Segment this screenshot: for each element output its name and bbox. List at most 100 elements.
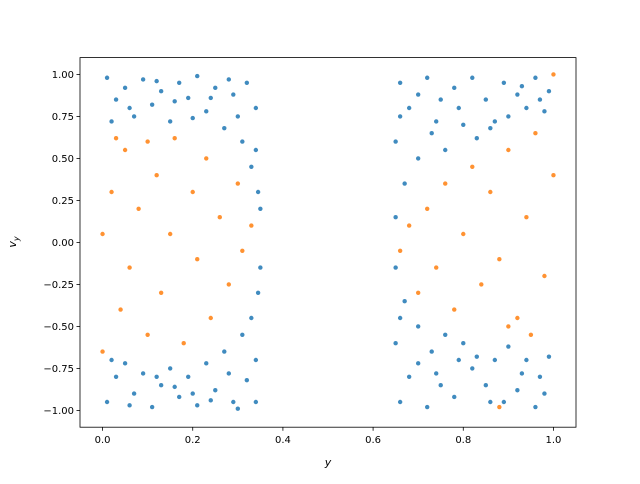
point	[240, 139, 245, 144]
point	[533, 75, 538, 80]
y-tick-label: −0.25	[43, 280, 74, 291]
point	[515, 92, 520, 97]
point	[122, 147, 128, 153]
point	[434, 371, 439, 376]
point	[492, 357, 498, 363]
point	[253, 357, 259, 363]
point	[104, 399, 110, 405]
point	[190, 391, 195, 396]
point	[415, 290, 421, 295]
point	[255, 290, 261, 295]
point	[406, 223, 412, 228]
point	[222, 349, 227, 354]
point	[397, 80, 403, 86]
point	[479, 282, 484, 287]
point	[113, 97, 119, 102]
point	[109, 119, 114, 124]
point	[195, 403, 200, 408]
point	[258, 265, 263, 270]
point	[195, 257, 200, 262]
point	[235, 181, 241, 186]
point	[519, 83, 525, 89]
point	[118, 307, 123, 312]
point	[438, 383, 443, 388]
point	[195, 73, 200, 79]
point	[167, 231, 173, 237]
point	[488, 189, 493, 195]
point	[461, 122, 466, 128]
point	[113, 136, 119, 141]
point	[145, 332, 150, 337]
point	[127, 105, 132, 111]
point	[461, 231, 466, 237]
point	[443, 147, 448, 153]
point	[452, 394, 457, 400]
point	[204, 109, 209, 114]
point	[501, 399, 507, 405]
point	[506, 344, 511, 349]
y-tick-label: −0.75	[43, 364, 74, 375]
point	[249, 315, 254, 321]
point	[154, 374, 159, 379]
point	[533, 404, 538, 410]
point	[122, 361, 128, 366]
point	[488, 125, 493, 131]
point	[425, 206, 430, 211]
point	[113, 374, 119, 379]
point	[415, 92, 421, 97]
point	[506, 324, 511, 329]
point	[208, 95, 213, 101]
point	[100, 349, 105, 354]
point	[190, 189, 195, 195]
point	[488, 399, 493, 405]
point	[186, 95, 191, 101]
point	[497, 257, 502, 262]
point	[524, 357, 529, 363]
x-tick-label: 0.2	[185, 435, 201, 446]
point	[149, 404, 155, 410]
point	[425, 75, 430, 80]
point	[415, 156, 421, 161]
point	[149, 102, 155, 107]
point	[393, 139, 398, 144]
x-tick-label: 0.0	[95, 435, 111, 446]
point	[456, 105, 461, 111]
point	[402, 299, 407, 304]
point	[519, 371, 525, 376]
point	[402, 181, 407, 186]
point	[506, 147, 511, 153]
point	[240, 332, 245, 337]
point	[443, 332, 448, 337]
point	[258, 206, 263, 211]
point	[524, 215, 529, 220]
point	[145, 139, 150, 144]
point	[470, 75, 475, 80]
point	[213, 85, 218, 91]
point	[190, 115, 195, 121]
point	[528, 332, 534, 337]
point	[253, 147, 259, 153]
point	[154, 173, 159, 178]
point	[470, 164, 475, 169]
point	[136, 206, 141, 211]
point	[415, 324, 421, 329]
point	[100, 231, 105, 237]
point	[537, 97, 543, 102]
point	[542, 391, 547, 396]
y-tick-label: 0.25	[52, 196, 74, 207]
point	[231, 92, 236, 97]
point	[240, 248, 245, 253]
point	[177, 80, 182, 86]
point	[492, 119, 498, 124]
point	[452, 307, 457, 312]
point	[537, 374, 543, 379]
point	[397, 315, 403, 321]
point	[140, 77, 146, 82]
point	[429, 349, 434, 354]
y-tick-label: −0.50	[43, 322, 74, 333]
point	[438, 97, 443, 102]
y-axis-label: vy	[6, 236, 21, 248]
point	[461, 341, 466, 346]
point	[172, 384, 177, 390]
